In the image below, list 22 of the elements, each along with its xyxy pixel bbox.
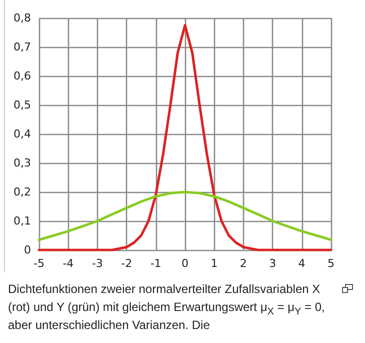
x-tick-label: -5	[34, 257, 44, 270]
x-tick-label: 4	[298, 257, 306, 270]
x-tick-label: -1	[150, 257, 162, 270]
x-tick-label: 1	[210, 257, 218, 270]
x-tick-label: -4	[62, 257, 74, 270]
y-tick-label: 0,6	[14, 70, 31, 82]
y-tick-label: 0,4	[14, 128, 31, 140]
y-tick-label: 0,2	[14, 186, 31, 198]
x-tick-label: 0	[182, 257, 188, 270]
y-tick-label: 0,7	[14, 40, 31, 54]
x-tick-label: -2	[121, 257, 132, 270]
y-tick-label: 0,8	[14, 12, 31, 24]
x-tick-label: 2	[240, 257, 247, 270]
y-tick-label: 0,5	[14, 98, 31, 112]
x-tick-label: -3	[92, 257, 103, 270]
line-series	[38, 190, 332, 242]
y-tick-label: 0	[24, 244, 31, 256]
y-tick-label: 0,1	[14, 214, 31, 228]
x-tick-label: 3	[269, 257, 276, 270]
text: Dichtefunktionen zweier normalverteilter Zufallsvariablen X (rot) und Y (grün) mit gleichem Erwartungswert μ$_{X}$ = μ$_{Y}$ = 0, aber unterschiedlichen Varianzen. Die	[8, 282, 325, 332]
x-tick-label: 5	[328, 257, 334, 270]
y-tick-label: 0,3	[14, 156, 31, 170]
